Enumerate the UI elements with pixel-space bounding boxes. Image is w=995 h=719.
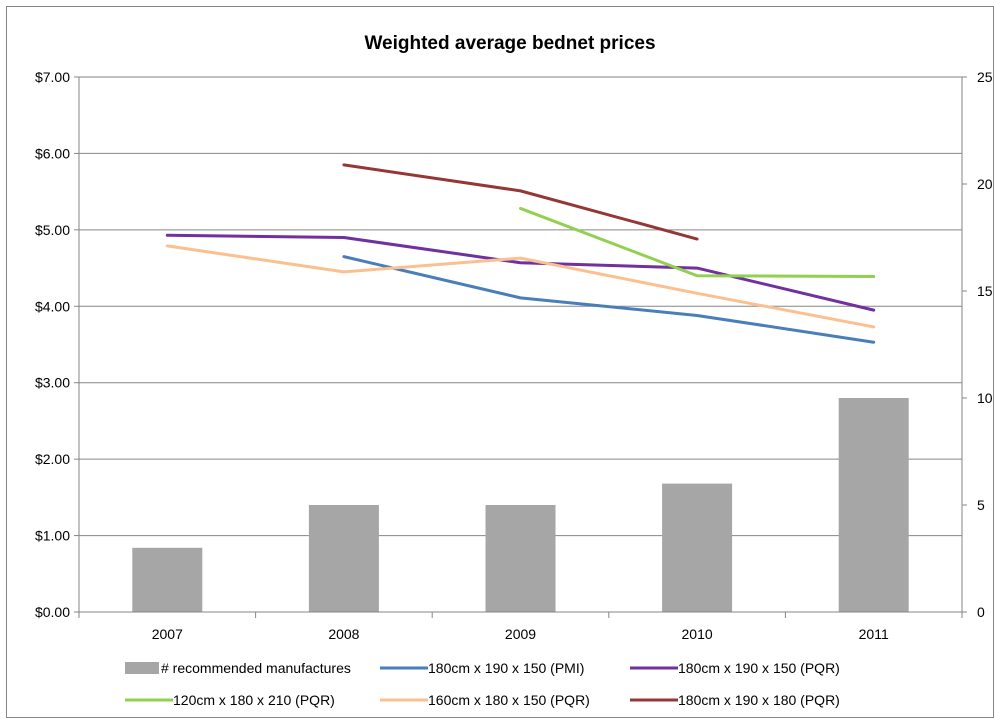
bar-2008 xyxy=(308,505,379,612)
x-axis-tick-label: 2008 xyxy=(328,626,359,642)
right-axis-tick-label: 0 xyxy=(977,604,985,620)
x-axis-tick-label: 2009 xyxy=(505,626,536,642)
series-line-4 xyxy=(165,244,876,329)
left-axis-tick-label: $3.00 xyxy=(35,375,70,391)
legend-label: # recommended manufactures xyxy=(161,660,351,676)
legend-swatch-bar xyxy=(125,662,159,674)
left-axis-tick-label: $1.00 xyxy=(35,528,70,544)
legend-label: 160cm x 180 x 150 (PQR) xyxy=(428,692,590,708)
left-axis-tick-label: $4.00 xyxy=(35,298,70,314)
right-axis-tick-label: 25 xyxy=(977,69,993,85)
x-axis-tick-label: 2011 xyxy=(859,626,889,642)
right-axis-tick-label: 20 xyxy=(977,176,993,192)
right-axis-tick-label: 15 xyxy=(977,283,993,299)
bar-2007 xyxy=(132,547,203,612)
series-line-1 xyxy=(342,255,876,344)
left-axis-tick-label: $2.00 xyxy=(35,451,70,467)
bar-2010 xyxy=(662,483,733,612)
left-axis-tick-label: $6.00 xyxy=(35,145,70,161)
legend-label: 180cm x 190 x 150 (PQR) xyxy=(678,660,840,676)
series-line-2 xyxy=(165,233,876,312)
x-axis-tick-label: 2010 xyxy=(682,626,713,642)
legend-label: 120cm x 180 x 210 (PQR) xyxy=(173,692,335,708)
left-axis-tick-label: $7.00 xyxy=(35,69,70,85)
bar-2009 xyxy=(485,505,556,612)
right-axis-tick-label: 5 xyxy=(977,497,985,513)
series-line-3 xyxy=(519,206,876,278)
left-axis-tick-label: $0.00 xyxy=(35,604,70,620)
x-axis-tick-label: 2007 xyxy=(152,626,183,642)
legend-label: 180cm x 190 x 180 (PQR) xyxy=(678,692,840,708)
left-axis-tick-label: $5.00 xyxy=(35,222,70,238)
right-axis-tick-label: 10 xyxy=(977,390,993,406)
chart-title: Weighted average bednet prices xyxy=(364,33,655,54)
legend-label: 180cm x 190 x 150 (PMI) xyxy=(428,660,584,676)
series-line-5 xyxy=(342,163,699,241)
bar-2011 xyxy=(838,398,909,612)
